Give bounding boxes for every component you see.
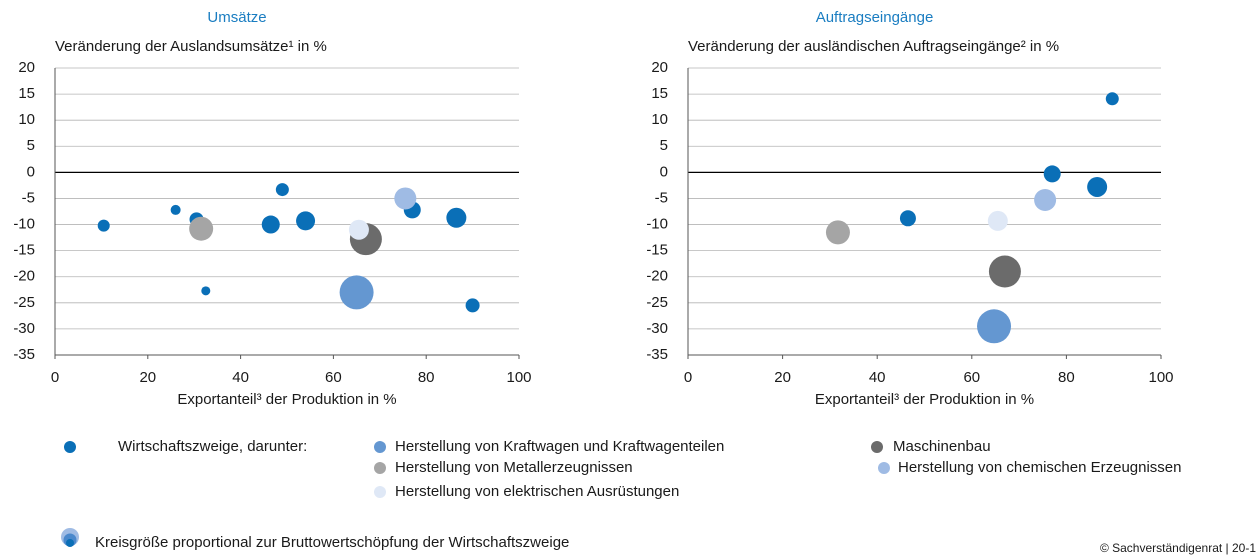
legend-swatch [374, 486, 386, 498]
bubble [465, 298, 480, 313]
legend-swatch [64, 441, 76, 453]
bubble [296, 211, 316, 231]
y-tick-label: 10 [18, 111, 35, 128]
y-tick-label: -5 [655, 189, 668, 206]
y-axis-label: Veränderung der ausländischen Auftragsei… [688, 38, 1059, 55]
x-tick-label: 0 [51, 369, 59, 386]
y-tick-label: 20 [651, 59, 668, 76]
x-tick-label: 100 [1148, 369, 1173, 386]
bubble [1105, 92, 1119, 106]
chart-title: Auftragseingänge [816, 9, 934, 26]
legend-label: Herstellung von chemischen Erzeugnissen [898, 459, 1181, 476]
legend-label: Maschinenbau [893, 438, 991, 455]
x-axis-label: Exportanteil³ der Produktion in % [815, 391, 1034, 408]
x-tick-label: 40 [869, 369, 886, 386]
legend-label: Herstellung von elektrischen Ausrüstunge… [395, 483, 679, 500]
bubble [275, 183, 289, 197]
y-tick-label: -30 [13, 320, 35, 337]
bubble [97, 219, 110, 232]
y-tick-label: -15 [13, 242, 35, 259]
bubble [1034, 189, 1057, 212]
bubble [1087, 176, 1108, 197]
y-tick-label: 0 [27, 163, 35, 180]
size-note: Kreisgröße proportional zur Bruttowertsc… [95, 534, 569, 551]
y-axis-label: Veränderung der Auslandsumsätze¹ in % [55, 38, 327, 55]
bubble [987, 210, 1008, 231]
bubble [201, 286, 211, 296]
y-tick-label: -35 [13, 346, 35, 363]
y-tick-label: -25 [13, 294, 35, 311]
bubble [261, 215, 280, 234]
bubble [339, 275, 374, 310]
bubble [394, 187, 417, 210]
y-tick-label: 15 [18, 85, 35, 102]
bubble [899, 210, 916, 227]
bubble [348, 219, 369, 240]
y-tick-label: 20 [18, 59, 35, 76]
y-tick-label: 5 [27, 137, 35, 154]
y-tick-label: -35 [646, 346, 668, 363]
bubble [170, 204, 181, 215]
x-tick-label: 80 [1058, 369, 1075, 386]
y-tick-label: -10 [13, 216, 35, 233]
bubble [446, 207, 467, 228]
y-tick-label: -20 [646, 268, 668, 285]
legend-swatch [878, 462, 890, 474]
chart-title: Umsätze [207, 9, 266, 26]
size-icon [66, 539, 74, 547]
x-tick-label: 40 [232, 369, 249, 386]
y-tick-label: 0 [660, 163, 668, 180]
y-tick-label: -30 [646, 320, 668, 337]
x-tick-label: 0 [684, 369, 692, 386]
y-tick-label: -25 [646, 294, 668, 311]
x-tick-label: 100 [506, 369, 531, 386]
y-tick-label: -15 [646, 242, 668, 259]
y-tick-label: 5 [660, 137, 668, 154]
legend-swatch [871, 441, 883, 453]
legend-label: Herstellung von Metallerzeugnissen [395, 459, 633, 476]
x-tick-label: 20 [139, 369, 156, 386]
x-tick-label: 20 [774, 369, 791, 386]
bubble [1043, 165, 1061, 183]
bubble [825, 220, 850, 245]
y-tick-label: 15 [651, 85, 668, 102]
x-axis-label: Exportanteil³ der Produktion in % [177, 391, 396, 408]
y-tick-label: -5 [22, 189, 35, 206]
y-tick-label: 10 [651, 111, 668, 128]
bubble [988, 255, 1021, 288]
x-tick-label: 80 [418, 369, 435, 386]
source: © Sachverständigenrat | 20-1 [1100, 541, 1256, 555]
x-tick-label: 60 [325, 369, 342, 386]
legend-swatch [374, 441, 386, 453]
y-tick-label: -20 [13, 268, 35, 285]
bubble [189, 216, 214, 241]
legend-swatch [374, 462, 386, 474]
legend-label: Wirtschaftszweige, darunter: [118, 438, 307, 455]
bubble [977, 309, 1012, 344]
x-tick-label: 60 [963, 369, 980, 386]
y-tick-label: -10 [646, 216, 668, 233]
legend-label: Herstellung von Kraftwagen und Kraftwage… [395, 438, 724, 455]
